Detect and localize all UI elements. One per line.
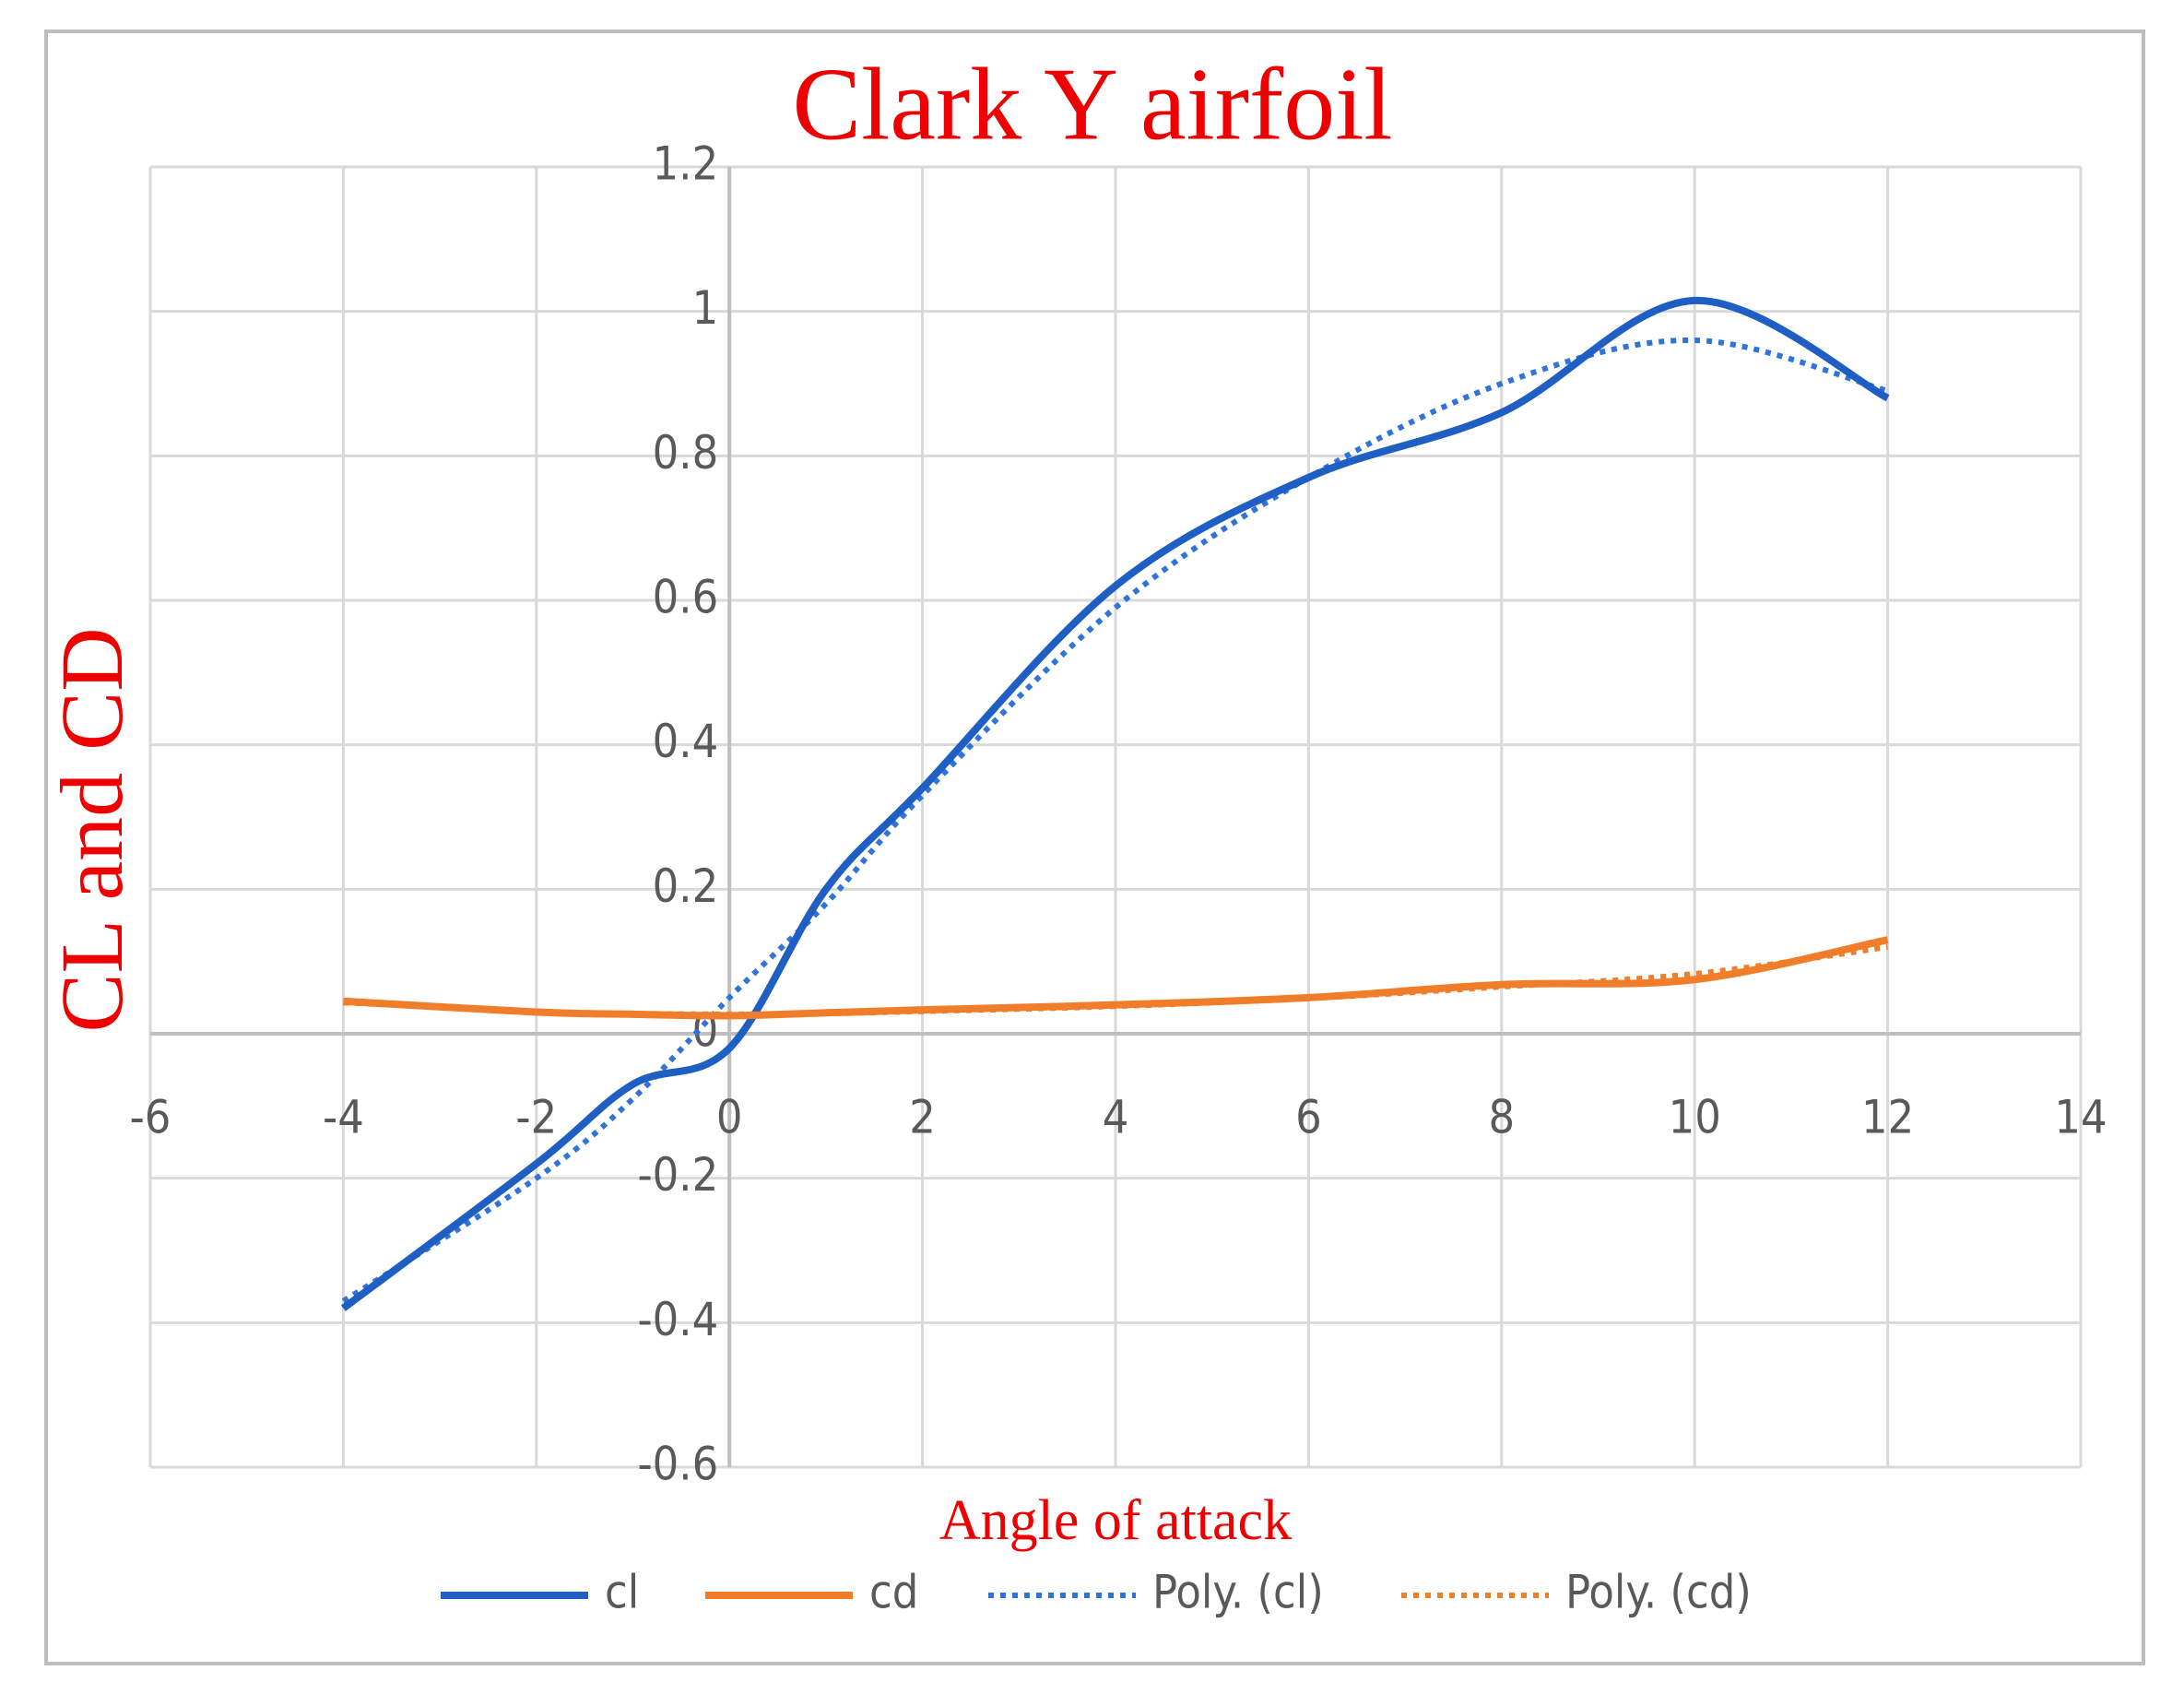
y-axis-label: CL and CD: [42, 627, 141, 1032]
series-line: [343, 936, 1889, 1020]
legend-label: Poly. (cd): [1565, 1566, 1752, 1619]
x-tick-label: 6: [1295, 1091, 1322, 1144]
x-tick-label: 8: [1488, 1091, 1515, 1144]
x-tick-label: 14: [2054, 1091, 2107, 1144]
series-line: [341, 296, 1890, 1311]
x-tick-label: 4: [1103, 1091, 1129, 1144]
y-tick-label: -0.6: [637, 1438, 718, 1491]
y-tick-label: 0.6: [653, 571, 719, 624]
y-tick-label: 1: [692, 281, 719, 335]
chart-title: Clark Y airfoil: [792, 48, 1392, 162]
chart-frame: [44, 30, 2145, 1665]
x-tick-label: 12: [1861, 1091, 1914, 1144]
y-tick-label: -0.4: [637, 1293, 718, 1346]
y-tick-label: -0.2: [637, 1148, 718, 1202]
y-tick-label: 0.2: [653, 859, 719, 913]
y-tick-label: 0.4: [653, 715, 719, 768]
y-tick-label: 0.8: [653, 426, 719, 480]
legend-label: Poly. (cl): [1152, 1566, 1324, 1619]
y-tick-label: 1.2: [653, 137, 719, 191]
legend-label: cl: [605, 1566, 639, 1619]
x-tick-label: -6: [130, 1091, 171, 1144]
x-tick-label: -2: [515, 1091, 557, 1144]
x-tick-label: 10: [1669, 1091, 1721, 1144]
x-tick-label: 0: [716, 1091, 743, 1144]
x-tick-label: 2: [909, 1091, 936, 1144]
x-axis-label: Angle of attack: [939, 1489, 1292, 1552]
x-tick-label: -4: [323, 1091, 364, 1144]
legend-label: cd: [869, 1566, 918, 1619]
series-line: [341, 337, 1889, 1304]
